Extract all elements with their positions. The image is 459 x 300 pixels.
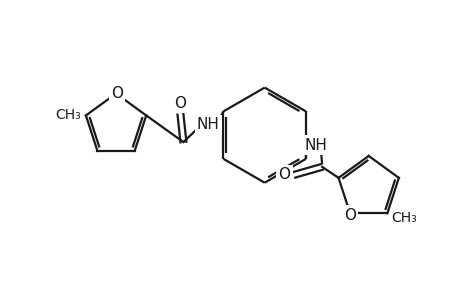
Text: CH₃: CH₃ — [55, 108, 81, 122]
Text: NH: NH — [304, 137, 327, 152]
Text: O: O — [278, 167, 290, 182]
Text: NH: NH — [196, 117, 219, 132]
Text: O: O — [174, 96, 186, 111]
Text: O: O — [111, 86, 123, 101]
Text: O: O — [343, 208, 355, 223]
Text: CH₃: CH₃ — [391, 211, 416, 225]
